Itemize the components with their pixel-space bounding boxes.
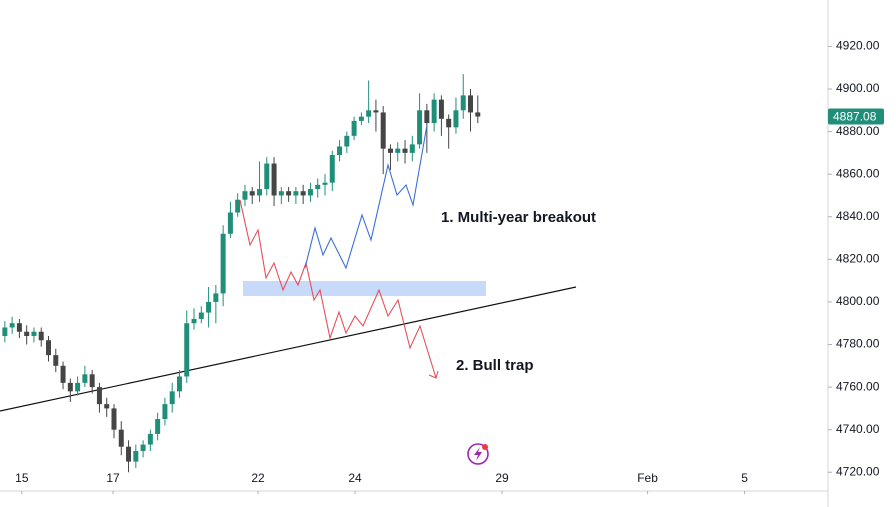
candle-body <box>2 327 8 336</box>
candle-body <box>118 429 124 447</box>
x-tick-label: 29 <box>495 471 509 485</box>
candle-body <box>402 148 408 153</box>
x-tick-label: 24 <box>348 471 362 485</box>
candle-body <box>387 148 393 153</box>
candle-body <box>395 148 401 153</box>
x-tick-label: Feb <box>637 471 658 485</box>
candle-body <box>31 331 37 336</box>
last-price-label: 4887.08 <box>833 110 877 124</box>
x-tick-label: 17 <box>106 471 120 485</box>
y-tick-label: 4740.00 <box>836 422 880 436</box>
candle-body <box>322 182 328 185</box>
candle-body <box>453 110 459 128</box>
candle-body <box>249 191 255 196</box>
candle-body <box>257 189 263 196</box>
candle-body <box>271 163 277 196</box>
candle-body <box>75 382 81 392</box>
candle-body <box>126 446 132 462</box>
candle-body <box>155 419 161 434</box>
candle-body <box>329 155 335 183</box>
candle-body <box>169 391 175 405</box>
candle-body <box>242 191 248 200</box>
candle-body <box>191 318 197 324</box>
annotation: 2. Bull trap <box>456 357 534 374</box>
candle-body <box>38 331 44 341</box>
candle-body <box>147 433 153 445</box>
candle-body <box>475 112 481 117</box>
x-tick-label: 22 <box>251 471 265 485</box>
bullish-path <box>304 124 428 270</box>
candle-body <box>293 191 299 196</box>
candle-body <box>227 212 233 234</box>
bearish-path <box>239 199 437 379</box>
y-tick-label: 4900.00 <box>836 81 880 95</box>
candle-body <box>366 110 372 117</box>
candle-body <box>424 110 430 124</box>
candle-body <box>468 95 474 113</box>
candle-body <box>264 163 270 190</box>
candle-body <box>46 340 52 356</box>
candle-body <box>82 374 88 383</box>
y-tick-label: 4760.00 <box>836 379 880 393</box>
last-price-box <box>828 108 884 125</box>
candle-body <box>373 110 379 113</box>
candle-body <box>380 112 386 149</box>
y-tick-label: 4860.00 <box>836 166 880 180</box>
x-tick-label: 5 <box>741 471 748 485</box>
y-tick-label: 4840.00 <box>836 209 880 223</box>
arrow-head <box>428 370 439 379</box>
candle-body <box>286 191 292 196</box>
candle-body <box>213 293 219 302</box>
candles <box>2 74 481 473</box>
candle-body <box>9 323 15 328</box>
candle-body <box>198 312 204 319</box>
y-tick-label: 4780.00 <box>836 337 880 351</box>
candle-body <box>417 110 423 145</box>
candle-body <box>24 331 30 336</box>
candle-body <box>96 387 102 405</box>
y-tick-label: 4820.00 <box>836 252 880 266</box>
candle-body <box>409 144 415 153</box>
candle-body <box>104 404 110 409</box>
candle-body <box>307 189 313 196</box>
candle-body <box>431 99 437 124</box>
y-tick-label: 4880.00 <box>836 124 880 138</box>
candle-body <box>220 233 226 294</box>
candle-body <box>53 355 59 366</box>
candle-body <box>300 191 306 196</box>
candle-body <box>351 120 357 136</box>
candle-body <box>278 191 284 196</box>
candle-body <box>140 444 146 451</box>
candle-body <box>89 374 95 388</box>
y-tick-label: 4800.00 <box>836 294 880 308</box>
candle-body <box>67 382 73 392</box>
annotation: 1. Multi-year breakout <box>441 209 596 226</box>
candle-body <box>111 408 117 430</box>
zone-rectangle <box>243 281 486 296</box>
candle-body <box>60 365 66 383</box>
candle-body <box>358 116 364 121</box>
candle-body <box>235 199 241 213</box>
candle-body <box>344 135 350 147</box>
candle-body <box>438 99 444 119</box>
candle-body <box>315 184 321 190</box>
candle-body <box>133 450 139 462</box>
y-tick-label: 4920.00 <box>836 39 880 53</box>
candle-body <box>460 95 466 111</box>
candle-body <box>184 323 190 377</box>
candle-body <box>16 323 22 332</box>
x-tick-label: 15 <box>15 471 29 485</box>
candle-body <box>176 376 182 392</box>
lightning-icon <box>467 443 489 465</box>
candle-body <box>337 146 343 156</box>
trendline <box>0 286 577 412</box>
candle-body <box>446 118 452 128</box>
candle-body <box>162 404 168 420</box>
candle-body <box>206 301 212 313</box>
y-tick-label: 4720.00 <box>836 464 880 478</box>
